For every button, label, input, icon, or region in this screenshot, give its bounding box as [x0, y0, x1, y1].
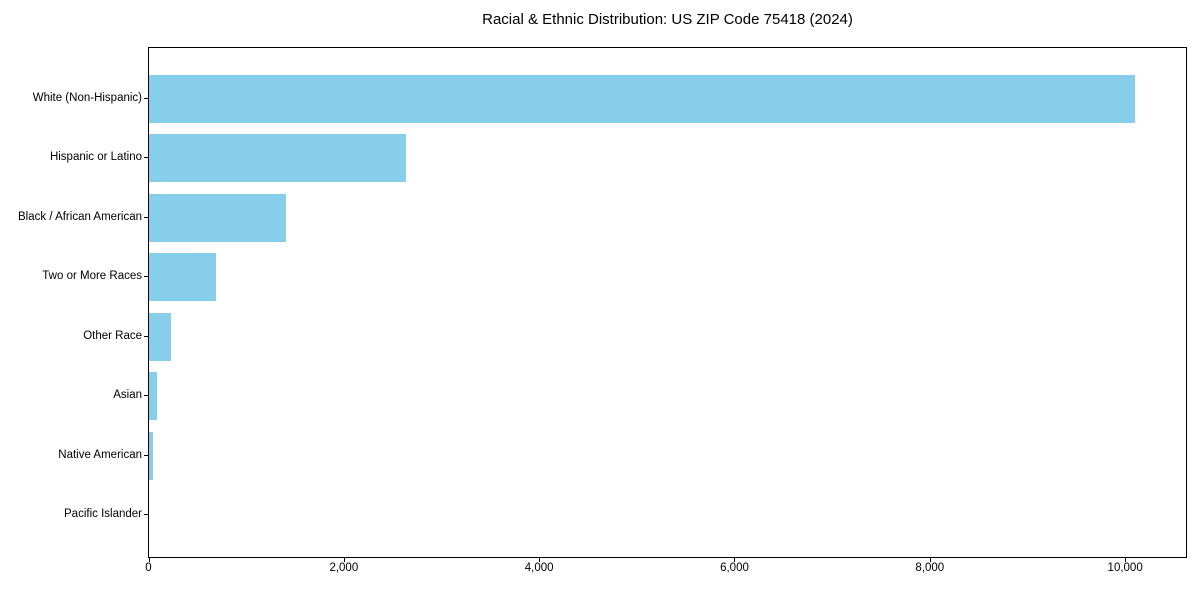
y-tick-mark	[144, 216, 148, 218]
y-tick-mark	[144, 335, 148, 337]
bar-black-african-american	[149, 193, 286, 242]
x-tick-label-4-000: 4,000	[524, 562, 554, 574]
plot-area	[148, 47, 1187, 558]
y-tick-label-asian: Asian	[113, 389, 142, 401]
bar-native-american	[149, 431, 154, 480]
bar-two-or-more-races	[149, 253, 217, 301]
x-tick-label-8-000: 8,000	[915, 562, 945, 574]
y-tick-mark	[144, 395, 148, 396]
y-tick-label-other-race: Other Race	[83, 329, 142, 342]
y-tick-label-white-non-hispanic: White (Non-Hispanic)	[32, 91, 142, 104]
x-tick-label-10-000: 10,000	[1107, 562, 1143, 574]
x-tick-label-6-000: 6,000	[720, 562, 749, 574]
y-tick-label-native-american: Native American	[58, 448, 142, 461]
y-tick-label-pacific-islander: Pacific Islander	[64, 508, 142, 520]
y-tick-mark	[144, 157, 148, 158]
chart-title: Racial & Ethnic Distribution: US ZIP Cod…	[482, 11, 853, 28]
y-tick-mark	[144, 514, 148, 515]
x-tick-mark	[148, 558, 150, 562]
x-tick-mark	[1125, 558, 1127, 562]
x-tick-mark	[734, 558, 736, 562]
bar-hispanic-or-latino	[149, 134, 406, 182]
x-tick-mark	[929, 558, 931, 562]
y-tick-label-two-or-more-races: Two or More Races	[42, 270, 142, 282]
y-tick-mark	[144, 97, 148, 99]
x-tick-label-2-000: 2,000	[329, 562, 359, 574]
x-tick-mark	[343, 558, 345, 562]
bar-asian	[149, 372, 157, 420]
y-tick-mark	[144, 454, 148, 456]
x-tick-mark	[539, 558, 541, 562]
bar-other-race	[149, 312, 172, 361]
y-tick-label-hispanic-or-latino: Hispanic or Latino	[49, 151, 142, 163]
bar-white-non-hispanic	[149, 74, 1136, 123]
y-tick-label-black-african-american: Black / African American	[18, 210, 142, 223]
y-tick-mark	[144, 276, 148, 277]
x-tick-label-0: 0	[145, 562, 152, 574]
